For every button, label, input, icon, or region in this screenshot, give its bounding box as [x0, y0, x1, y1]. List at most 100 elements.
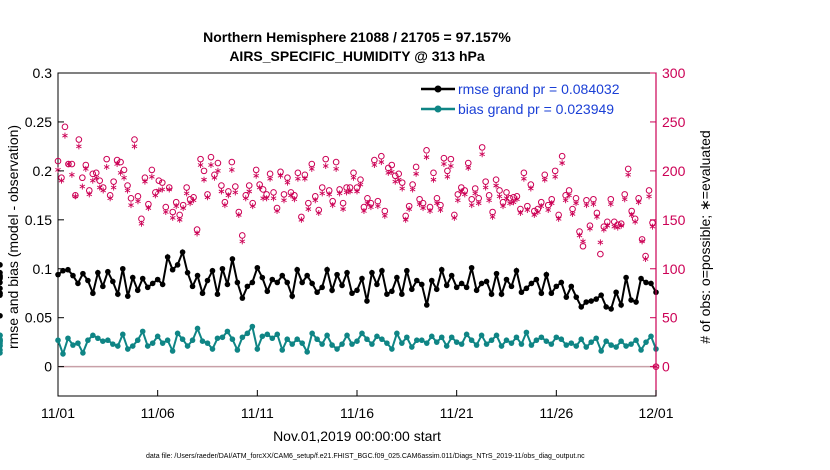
obs-evaluated-marker [110, 184, 117, 191]
rmse-point [433, 286, 440, 293]
bias-point [583, 344, 590, 350]
obs-possible-marker [110, 178, 117, 185]
obs-evaluated-marker [437, 207, 444, 214]
rmse-point [154, 276, 161, 283]
bias-point [194, 325, 201, 332]
obs-possible-marker [183, 184, 190, 191]
rmse-point [523, 285, 530, 292]
obs-evaluated-marker [399, 185, 406, 192]
obs-evaluated-marker [639, 238, 645, 245]
bias-point [309, 330, 315, 337]
bias-point [548, 341, 555, 347]
bias-point [189, 337, 196, 344]
rmse-point [374, 281, 380, 288]
rmse-point [284, 279, 291, 286]
rmse-point [503, 276, 510, 283]
obs-evaluated-marker [253, 172, 259, 179]
bias-point [369, 341, 375, 347]
obs-possible-marker [332, 158, 340, 166]
bias-point [259, 333, 266, 340]
bias-point [553, 334, 560, 341]
rmse-point [568, 283, 575, 290]
rmse-point [588, 298, 595, 304]
rmse-point [648, 280, 654, 287]
obs-evaluated-marker [472, 190, 479, 197]
bias-point [563, 342, 570, 348]
chart-title-line1: Northern Hemisphere 21088 / 21705 = 97.1… [203, 29, 511, 45]
obs-evaluated-marker [507, 200, 513, 207]
obs-evaluated-marker [333, 165, 339, 172]
rmse-point [493, 270, 500, 277]
bias-point [324, 332, 330, 339]
obs-evaluated-marker [270, 195, 277, 202]
rmse-point [418, 281, 425, 288]
rmse-point [319, 284, 325, 291]
obs-evaluated-marker [305, 206, 312, 213]
obs-evaluated-marker [149, 173, 155, 180]
obs-evaluated-marker [517, 209, 524, 216]
obs-evaluated-marker [72, 193, 79, 200]
obs-possible-marker [423, 147, 430, 154]
obs-evaluated-marker [493, 182, 499, 189]
bias-point [254, 346, 261, 352]
obs-evaluated-marker [465, 164, 472, 171]
right-tick-label: 200 [662, 163, 686, 179]
obs-possible-marker [232, 183, 239, 190]
obs-evaluated-marker [267, 175, 273, 182]
rmse-point [80, 270, 86, 277]
obs-evaluated-marker [138, 220, 145, 227]
obs-evaluated-marker [646, 193, 652, 200]
bias-point [0, 332, 3, 339]
rmse-point [334, 271, 340, 278]
rmse-point [304, 272, 310, 279]
bias-point [573, 343, 580, 349]
obs-evaluated-marker [107, 195, 113, 202]
obs-evaluated-marker [451, 214, 458, 221]
rmse-point [249, 279, 256, 286]
bias-point [239, 334, 246, 341]
obs-evaluated-marker [385, 169, 392, 176]
legend-bias-marker [434, 105, 442, 113]
obs-possible-marker [238, 232, 246, 239]
bias-point [493, 332, 500, 339]
bias-point [184, 343, 191, 349]
obs-evaluated-marker [486, 197, 492, 204]
bias-point [339, 341, 345, 347]
left-tick-label: 0.05 [25, 310, 52, 326]
obs-evaluated-marker [621, 196, 628, 203]
left-tick-label: 0.25 [25, 114, 52, 130]
rmse-point [583, 299, 590, 305]
obs-possible-marker [228, 158, 236, 166]
bias-point [453, 339, 460, 345]
rmse-point [453, 284, 460, 291]
bias-point [90, 332, 96, 339]
rmse-point [129, 274, 136, 281]
bias-point [399, 340, 405, 346]
obs-evaluated-marker [534, 208, 541, 215]
obs-possible-marker [218, 182, 225, 189]
bias-point [269, 335, 276, 342]
obs-evaluated-marker [65, 161, 72, 168]
bias-point [80, 350, 86, 356]
obs-possible-marker [159, 179, 166, 186]
bias-point [199, 338, 206, 344]
obs-evaluated-marker [587, 225, 593, 232]
rmse-point [289, 293, 296, 299]
obs-evaluated-marker [201, 176, 207, 183]
bias-point [598, 348, 604, 354]
rmse-point [184, 269, 191, 276]
obs-possible-marker [270, 189, 277, 196]
obs-evaluated-marker [288, 192, 294, 199]
obs-evaluated-marker [156, 187, 162, 194]
obs-evaluated-marker [409, 186, 416, 193]
obs-evaluated-marker [79, 183, 86, 190]
obs-evaluated-marker [375, 203, 381, 210]
obs-possible-marker [252, 166, 260, 174]
obs-possible-marker [645, 187, 653, 194]
rmse-point [513, 267, 520, 274]
rmse-point [199, 290, 206, 297]
rmse-point [0, 285, 3, 292]
right-tick-label: 100 [662, 261, 686, 277]
obs-possible-marker [61, 123, 69, 131]
